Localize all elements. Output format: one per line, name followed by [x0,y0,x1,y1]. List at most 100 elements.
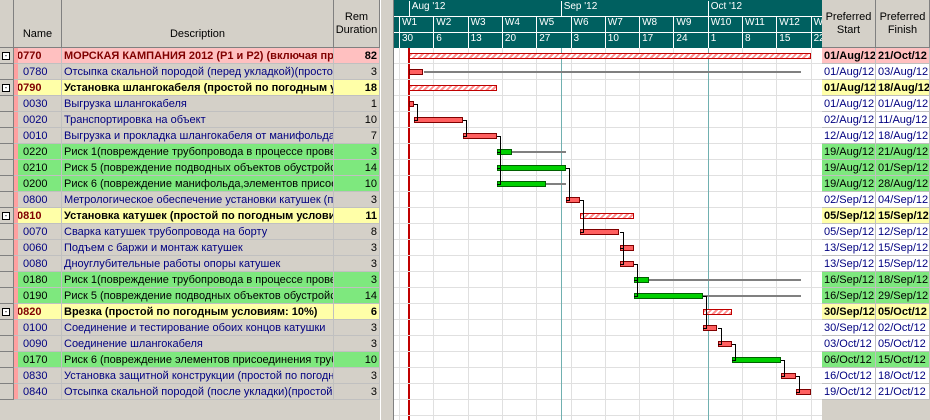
row-selector[interactable] [0,368,14,384]
row-selector[interactable] [0,160,14,176]
activity-rem-duration: 6 [334,304,380,320]
table-row[interactable]: 0170 Риск 6 (повреждение элементов присое… [0,352,380,368]
table-row[interactable]: -0770 МОРСКАЯ КАМПАНИЯ 2012 (P1 и P2) (вк… [0,48,380,64]
row-selector[interactable] [0,176,14,192]
outline-indicator [14,112,18,127]
row-selector[interactable]: - [0,208,14,224]
table-row[interactable]: 0830 Установка защитной конструкции (прос… [0,368,380,384]
collapse-icon[interactable]: - [2,52,10,60]
table-row[interactable]: 0030 Выгрузка шлангокабеля 1 [0,96,380,112]
activity-bar[interactable] [634,293,703,299]
activity-bar[interactable] [702,309,733,315]
table-row[interactable]: 0010 Выгрузка и прокладка шлангокабеля от… [0,128,380,144]
collapse-icon[interactable]: - [2,84,10,92]
pane-splitter[interactable] [380,0,394,420]
activity-rem-duration: 10 [334,176,380,192]
row-selector[interactable] [0,272,14,288]
preferred-finish-cell: 02/Oct/12 [876,320,930,336]
row-selector[interactable] [0,384,14,400]
table-row[interactable]: 0020 Транспортировка на объект 10 [0,112,380,128]
row-selector[interactable] [0,256,14,272]
row-selector[interactable] [0,64,14,80]
activity-bar[interactable] [580,213,635,219]
header-name[interactable]: Name [14,0,62,48]
gantt-row-gridline [394,399,822,400]
timescale-day: 22 [810,33,822,48]
activity-name-text: 0770 [17,50,42,62]
table-row[interactable]: 0780 Отсыпка скальной породой (перед укла… [0,64,380,80]
gantt-row-gridline [394,143,822,144]
row-selector[interactable]: - [0,304,14,320]
table-row[interactable]: 0210 Риск 5 (повреждение подводных объект… [0,160,380,176]
activity-bar[interactable] [408,69,424,75]
table-row[interactable]: 0840 Отсыпка скальной породой (после укла… [0,384,380,400]
activity-bar[interactable] [497,165,566,171]
activity-bar[interactable] [408,53,811,59]
preferred-start-cell: 19/Aug/12 [822,176,876,192]
header-rem-duration[interactable]: Rem Duration [334,0,380,48]
collapse-icon[interactable]: - [2,212,10,220]
activity-bar[interactable] [732,357,782,363]
activity-name: 0060 [14,240,62,256]
activity-name-text: 0190 [23,290,48,302]
preferred-finish-cell: 04/Sep/12 [876,192,930,208]
activity-bar[interactable] [462,133,497,139]
table-row[interactable]: -0820 Врезка (простой по погодным условия… [0,304,380,320]
header-description[interactable]: Description [62,0,334,48]
relationship-link [634,296,639,297]
total-float-line [423,71,801,73]
gantt-row-gridline [394,95,822,96]
row-selector[interactable] [0,240,14,256]
preferred-start-cell: 19/Oct/12 [822,384,876,400]
table-row[interactable]: -0790 Установка шлангокабеля (простой по … [0,80,380,96]
dates-row: 01/Aug/12 21/Oct/12 [822,48,930,64]
dates-row: 12/Aug/12 18/Aug/12 [822,128,930,144]
row-selector[interactable] [0,144,14,160]
outline-indicator [14,304,18,319]
activity-rem-duration: 14 [334,288,380,304]
header-preferred-start[interactable]: Preferred Start [822,0,876,48]
table-row[interactable]: 0180 Риск 1(повреждение трубопровода в пр… [0,272,380,288]
row-selector[interactable] [0,352,14,368]
row-selector[interactable] [0,192,14,208]
relationship-link [500,136,501,185]
preferred-finish-cell: 05/Oct/12 [876,304,930,320]
timescale-week: W1 [399,17,433,32]
table-row[interactable]: 0100 Соединение и тестирование обоих конц… [0,320,380,336]
gantt-row-gridline [394,79,822,80]
row-selector[interactable] [0,288,14,304]
table-row[interactable]: -0810 Установка катушек (простой по погод… [0,208,380,224]
row-selector[interactable] [0,224,14,240]
table-row[interactable]: 0060 Подъем с баржи и монтаж катушек 3 [0,240,380,256]
table-row[interactable]: 0220 Риск 1(повреждение трубопровода в пр… [0,144,380,160]
header-preferred-finish[interactable]: Preferred Finish [876,0,930,48]
table-row[interactable]: 0070 Сварка катушек трубопровода на борту… [0,224,380,240]
table-row[interactable]: 0800 Метрологическое обеспечение установк… [0,192,380,208]
table-row[interactable]: 0090 Соединение шлангокабеля 3 [0,336,380,352]
timescale-week: W6 [570,17,605,32]
row-selector[interactable]: - [0,80,14,96]
row-selector[interactable] [0,320,14,336]
activity-bar[interactable] [497,181,546,187]
activity-bar[interactable] [580,229,620,235]
dates-row: 30/Sep/12 05/Oct/12 [822,304,930,320]
activity-bar[interactable] [408,101,414,107]
row-selector[interactable] [0,112,14,128]
row-selector[interactable] [0,336,14,352]
table-row[interactable]: 0190 Риск 5 (повреждение подводных объект… [0,288,380,304]
row-selector[interactable] [0,128,14,144]
relationship-link [568,168,570,201]
timescale-month: Sep '12 [560,1,708,16]
table-row[interactable]: 0080 Дноуглубительные работы опоры катуше… [0,256,380,272]
activity-bar[interactable] [413,117,463,123]
preferred-finish-cell: 03/Aug/12 [876,64,930,80]
gantt-week-gridline [810,48,812,420]
row-selector[interactable] [0,96,14,112]
collapse-icon[interactable]: - [2,308,10,316]
activity-bar[interactable] [408,85,497,91]
dates-row: 03/Oct/12 05/Oct/12 [822,336,930,352]
timescale-day: 30 [399,33,433,48]
row-selector[interactable]: - [0,48,14,64]
table-row[interactable]: 0200 Риск 6 (повреждение манифольда,элеме… [0,176,380,192]
gantt-chart-area[interactable] [394,48,822,420]
